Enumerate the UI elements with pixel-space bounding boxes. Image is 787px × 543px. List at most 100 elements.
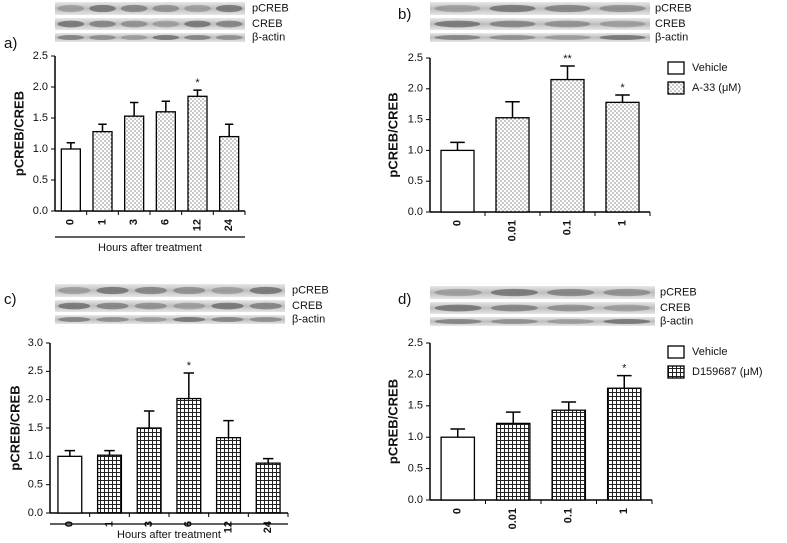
legend-label: Vehicle bbox=[692, 62, 727, 74]
significance-mark: ** bbox=[563, 53, 572, 65]
blot-strip bbox=[430, 302, 655, 314]
blot-band bbox=[544, 20, 591, 28]
blot-band bbox=[490, 288, 538, 297]
bar bbox=[550, 78, 585, 213]
significance-mark: * bbox=[195, 77, 200, 89]
bar bbox=[155, 111, 176, 212]
x-tick-label: 12 bbox=[191, 219, 203, 231]
y-axis-label: pCREB/CREB bbox=[7, 385, 22, 470]
bar bbox=[440, 149, 475, 213]
y-tick-label: 2.5 bbox=[408, 337, 423, 349]
blot-band bbox=[96, 316, 129, 323]
error-bar bbox=[450, 428, 466, 438]
blot-band bbox=[58, 316, 91, 323]
blot-band bbox=[434, 20, 481, 28]
y-tick-label: 2.5 bbox=[408, 52, 423, 64]
blot-band bbox=[134, 286, 167, 295]
panel-label: a) bbox=[4, 35, 17, 52]
blot-band bbox=[215, 4, 243, 13]
blot-band bbox=[547, 288, 595, 297]
blot-strip bbox=[430, 18, 650, 30]
error-bar bbox=[129, 101, 139, 117]
blot-band bbox=[96, 286, 129, 295]
blot-band bbox=[547, 304, 595, 312]
y-tick-label: 1.5 bbox=[28, 422, 43, 434]
blot-strip bbox=[430, 2, 650, 15]
y-tick-label: 1.5 bbox=[408, 400, 423, 412]
error-bar bbox=[616, 374, 632, 389]
bar bbox=[219, 135, 240, 212]
x-tick-label: 0.01 bbox=[507, 508, 519, 529]
y-tick-label: 2.0 bbox=[33, 81, 48, 93]
legend-label: Vehicle bbox=[692, 346, 727, 358]
x-tick-label: 0.1 bbox=[561, 220, 573, 235]
blot-band bbox=[544, 4, 591, 13]
y-tick-label: 0.0 bbox=[28, 507, 43, 519]
blot-label: β-actin bbox=[660, 315, 693, 327]
blot-label: pCREB bbox=[292, 284, 329, 296]
blot-band bbox=[490, 304, 538, 312]
blot-label: β-actin bbox=[252, 31, 285, 43]
y-tick-label: 1.5 bbox=[408, 114, 423, 126]
blot-strip bbox=[430, 33, 650, 42]
x-tick-label: 24 bbox=[262, 520, 274, 533]
blot-band bbox=[215, 20, 243, 28]
blot-band bbox=[490, 318, 538, 325]
blot-band bbox=[249, 286, 282, 295]
y-tick-label: 0.0 bbox=[408, 494, 423, 506]
error-bar bbox=[98, 123, 107, 132]
blot-band bbox=[544, 34, 591, 41]
error-bar bbox=[262, 457, 274, 464]
bar bbox=[92, 130, 113, 212]
x-tick-label: 12 bbox=[222, 521, 234, 533]
x-tick-label: 0 bbox=[451, 220, 463, 226]
x-tick-label: 24 bbox=[223, 218, 235, 231]
panel-label: b) bbox=[398, 6, 411, 23]
x-tick-label: 1 bbox=[96, 219, 108, 225]
blot-band bbox=[599, 20, 646, 28]
blot-band bbox=[57, 4, 85, 13]
bar bbox=[606, 387, 642, 501]
y-tick-label: 2.0 bbox=[408, 368, 423, 380]
bar bbox=[440, 436, 476, 501]
y-tick-label: 0.0 bbox=[33, 205, 48, 217]
blot-band bbox=[57, 20, 85, 28]
blot-band bbox=[211, 302, 244, 310]
blot-band bbox=[599, 4, 646, 13]
bar bbox=[495, 117, 530, 213]
bar bbox=[176, 397, 202, 514]
blot-band bbox=[120, 4, 148, 13]
blot-band bbox=[434, 288, 482, 297]
blot-band bbox=[249, 302, 282, 310]
blot-band bbox=[58, 286, 91, 295]
error-bar bbox=[224, 123, 234, 137]
y-axis-label: pCREB/CREB bbox=[385, 379, 400, 464]
blot-band bbox=[599, 34, 646, 41]
legend-swatch bbox=[667, 61, 685, 75]
blot-band bbox=[184, 4, 211, 13]
y-tick-label: 0.5 bbox=[408, 463, 423, 475]
blot-band bbox=[184, 34, 211, 41]
blot-band bbox=[489, 20, 536, 28]
legend-swatch bbox=[667, 81, 685, 95]
x-axis-label: Hours after treatment bbox=[117, 529, 221, 541]
blot-band bbox=[489, 4, 536, 13]
blot-label: pCREB bbox=[660, 286, 697, 298]
error-bar bbox=[450, 141, 465, 151]
y-tick-label: 1.0 bbox=[28, 450, 43, 462]
blot-band bbox=[211, 316, 244, 323]
blot-label: CREB bbox=[655, 18, 686, 30]
error-bar bbox=[505, 411, 521, 424]
blot-strip bbox=[430, 286, 655, 299]
blot-label: CREB bbox=[252, 18, 283, 30]
error-bar bbox=[64, 449, 76, 457]
blot-label: pCREB bbox=[252, 2, 289, 14]
error-bar bbox=[193, 89, 202, 97]
error-bar bbox=[104, 449, 115, 456]
blot-band bbox=[434, 304, 482, 312]
blot-band bbox=[603, 318, 651, 325]
blot-band bbox=[89, 20, 116, 28]
